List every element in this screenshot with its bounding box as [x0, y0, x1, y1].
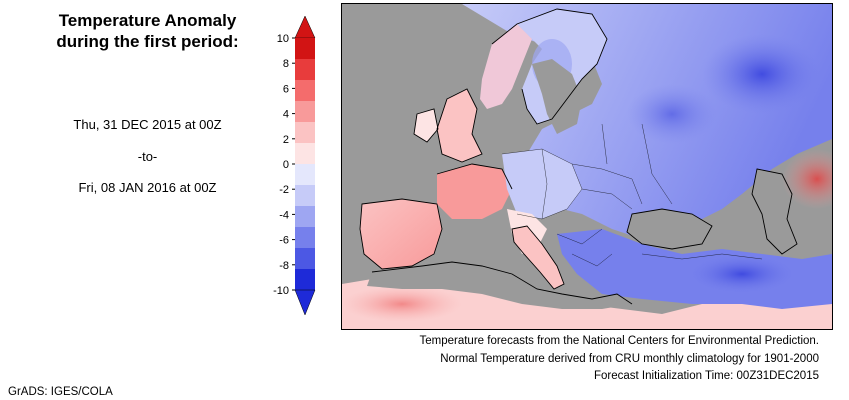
iberia-region — [360, 199, 442, 269]
legend-tick-label: 6 — [283, 83, 289, 95]
legend-tick-label: 0 — [283, 159, 289, 171]
legend-max-arrow — [294, 15, 316, 39]
legend-color-box — [295, 206, 315, 227]
italy-region — [512, 226, 564, 289]
legend-color-box — [295, 143, 315, 164]
legend-tick-label: 2 — [283, 134, 289, 146]
legend-tick-label: -8 — [279, 260, 289, 272]
british-isles-region — [437, 89, 482, 162]
credits-line-3: Forecast Initialization Time: 00Z31DEC20… — [594, 370, 819, 382]
legend-tick-label: -2 — [279, 184, 289, 196]
legend-color-box — [295, 101, 315, 122]
title-line-1: Temperature Anomaly — [58, 11, 237, 30]
legend-color-box — [295, 248, 315, 269]
legend-tick-label: -10 — [273, 285, 289, 297]
black-sea — [627, 209, 712, 249]
legend-tick-label: 4 — [283, 109, 289, 121]
legend-color-box — [295, 122, 315, 143]
period-end: Fri, 08 JAN 2016 at 00Z — [78, 180, 217, 195]
mediterranean-sea — [367, 262, 632, 309]
map-canvas — [342, 4, 832, 329]
temperature-anomaly-map — [341, 3, 833, 330]
france-region — [437, 164, 512, 219]
period-separator: -to- — [137, 149, 158, 164]
credits-line-2: Normal Temperature derived from CRU mont… — [440, 352, 819, 365]
period-start: Thu, 31 DEC 2015 at 00Z — [73, 117, 222, 132]
legend-tick-label: 8 — [283, 58, 289, 70]
legend-tick-label: 10 — [277, 33, 289, 45]
legend-color-box — [295, 164, 315, 185]
legend-color-box — [295, 227, 315, 248]
credits-line-1: Temperature forecasts from the National … — [419, 335, 820, 347]
legend-color-box — [295, 185, 315, 206]
map-title: Temperature Anomaly during the first per… — [40, 10, 255, 52]
legend-tick-label: -6 — [279, 235, 289, 247]
title-line-2: during the first period: — [56, 32, 239, 51]
legend-color-box — [295, 38, 315, 59]
legend-color-box — [295, 269, 315, 290]
credits-block: Temperature forecasts from the National … — [420, 333, 820, 386]
legend-tick-label: -4 — [279, 209, 289, 221]
legend-color-box — [295, 59, 315, 80]
legend-min-arrow — [294, 289, 316, 316]
software-credit: GrADS: IGES/COLA — [8, 386, 113, 398]
legend-color-box — [295, 80, 315, 101]
